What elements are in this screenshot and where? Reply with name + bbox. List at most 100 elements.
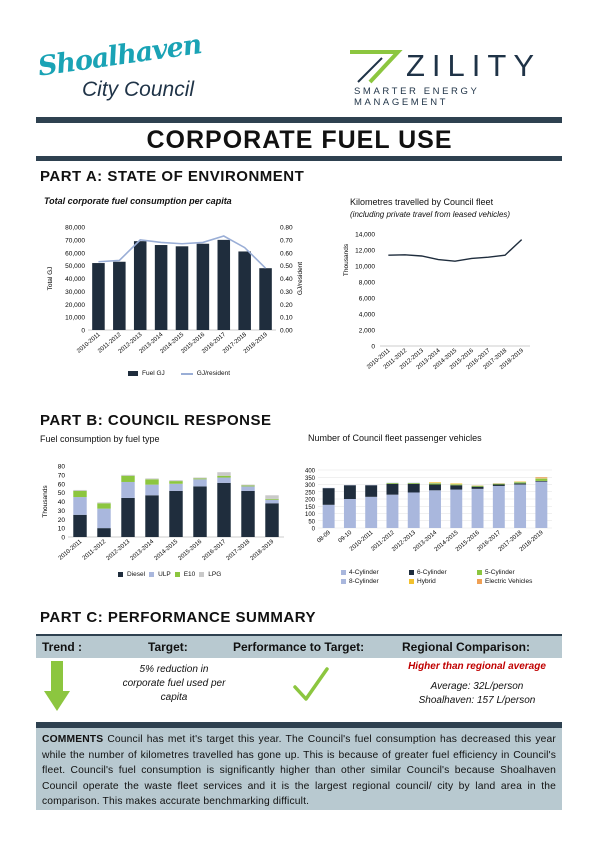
chart3-x-tick-label: 2013-2014: [129, 539, 155, 562]
chart2-y-tick-label: 0: [371, 344, 375, 351]
down-arrow-icon: [44, 661, 70, 711]
4-cylinder-bar-segment: [471, 488, 484, 528]
shoalhaven-brand-text: Shoalhaven: [36, 29, 204, 83]
chart3-y-tick-label: 30: [58, 508, 66, 515]
4-cylinder-bar-segment: [365, 496, 378, 528]
legend-8cyl: 8-Cylinder: [341, 578, 405, 585]
chart1-right-y-tick-label: 0.60: [280, 250, 293, 257]
chart3-x-tick-label: 2014-2015: [153, 539, 179, 562]
ulp-bar-segment: [265, 499, 279, 504]
chart1-right-y-tick-label: 0.20: [280, 302, 293, 309]
e10-bar-segment: [217, 475, 231, 478]
legend-ev-label: Electric Vehicles: [485, 578, 533, 585]
chart4-x-tick-label: 2018-2019: [519, 530, 545, 553]
fuel-gj-bar: [133, 241, 147, 330]
legend-ulp-label: ULP: [158, 571, 171, 578]
chart1-y-tick-label: 20,000: [65, 302, 85, 309]
legend-4cyl-label: 4-Cylinder: [349, 569, 379, 576]
4-cylinder-bar-segment: [535, 481, 548, 528]
chart1-right-y-tick-label: 0.80: [280, 225, 293, 232]
chart3-x-tick-label: 2011-2012: [82, 539, 108, 562]
e10-bar-segment: [121, 475, 135, 482]
chart3-y-tick-label: 40: [58, 499, 66, 506]
chart3-y-tick-label: 60: [58, 481, 66, 488]
target-text: 5% reduction in corporate fuel used per …: [122, 664, 226, 703]
legend-gj-resident-swatch: [180, 372, 193, 375]
legend-hybrid-label: Hybrid: [417, 578, 436, 585]
chart1-y-tick-label: 40,000: [65, 276, 85, 283]
chart2-y-tick-label: 4,000: [359, 312, 376, 319]
chart4-y-tick-label: 400: [305, 469, 316, 475]
chart4-y-tick-label: 150: [305, 505, 316, 511]
legend-5cyl-label: 5-Cylinder: [485, 569, 515, 576]
azility-a-mark-icon: [350, 50, 403, 84]
lpg-bar-segment: [265, 495, 279, 499]
5-cylinder-bar-segment: [492, 483, 505, 485]
chart3-y-tick-label: 10: [58, 526, 66, 533]
fuel-gj-bar: [259, 268, 272, 330]
5-cylinder-bar-segment: [471, 485, 484, 487]
legend-lpg-label: LPG: [208, 571, 222, 578]
e10-bar-segment: [241, 485, 255, 487]
chart4-x-tick-label: 08-09: [316, 530, 332, 545]
comments-panel: COMMENTS Council has met it's target thi…: [36, 722, 562, 810]
chart4-y-tick-label: 50: [308, 519, 315, 525]
5-cylinder-bar-segment: [514, 482, 527, 484]
col-trend-header: Trend :: [42, 640, 83, 654]
legend-ev-swatch: [477, 579, 482, 584]
legend-ulp-swatch: [149, 572, 155, 577]
ulp-bar-segment: [193, 479, 207, 487]
legend-fuel-gj-swatch: [128, 371, 138, 376]
chart1-y-tick-label: 80,000: [65, 225, 85, 232]
legend-lpg-swatch: [199, 572, 205, 577]
fuel-gj-bar: [217, 239, 231, 330]
6-cylinder-bar-segment: [407, 483, 420, 493]
lpg-bar-segment: [73, 489, 87, 491]
col-regional-header: Regional Comparison:: [402, 640, 531, 654]
4-cylinder-bar-segment: [407, 492, 420, 528]
ulp-bar-segment: [145, 484, 159, 496]
chart4-y-tick-label: 200: [305, 498, 316, 504]
diesel-bar-segment: [241, 490, 255, 537]
6-cylinder-bar-segment: [535, 480, 548, 482]
lpg-bar-segment: [97, 502, 111, 504]
chart1-x-tick-label: 2018-2019: [243, 332, 269, 355]
4-cylinder-bar-segment: [386, 494, 399, 528]
chart4-title: Number of Council fleet passenger vehicl…: [308, 433, 482, 443]
e10-bar-segment: [97, 503, 111, 509]
chart3-y-tick-label: 0: [61, 535, 65, 542]
legend-8cyl-label: 8-Cylinder: [349, 578, 379, 585]
chart3-title: Fuel consumption by fuel type: [40, 434, 160, 444]
km-travelled-line: [388, 239, 523, 262]
chart3-x-tick-label: 2015-2016: [177, 539, 203, 562]
4-cylinder-bar-segment: [343, 499, 356, 528]
legend-gj-resident-label: GJ/resident: [196, 370, 231, 377]
fuel-gj-bar: [175, 246, 189, 330]
chart1-y-axis-label: Total GJ: [47, 267, 54, 291]
chart1-y-tick-label: 30,000: [65, 289, 85, 296]
chart1-right-y-tick-label: 0.70: [280, 237, 293, 244]
diesel-bar-segment: [217, 482, 231, 537]
fuel-gj-bar: [154, 245, 168, 330]
electric-vehicles-bar-segment: [535, 477, 548, 478]
legend-e10-swatch: [174, 572, 180, 577]
chart3-y-tick-label: 20: [58, 517, 66, 524]
chart1-y-tick-label: 0: [81, 328, 85, 335]
diesel-bar-segment: [145, 495, 159, 537]
chart2-y-tick-label: 12,000: [355, 248, 375, 255]
shoalhaven-logo: Shoalhaven City Council: [36, 29, 226, 112]
legend-hybrid-swatch: [409, 579, 414, 584]
5-cylinder-bar-segment: [429, 483, 441, 485]
average-line: Average: 32L/person: [430, 681, 524, 692]
gj-resident-line: [98, 235, 267, 269]
lpg-bar-segment: [145, 478, 159, 480]
fuel-gj-bar: [113, 261, 126, 330]
6-cylinder-bar-segment: [386, 483, 399, 495]
chart2-y-axis-label: Thousands: [343, 243, 350, 276]
5-cylinder-bar-segment: [535, 478, 548, 481]
6-cylinder-bar-segment: [365, 485, 378, 497]
chart1-right-y-tick-label: 0.30: [280, 289, 293, 296]
performance-table-header: Trend : Target: Performance to Target: R…: [36, 634, 562, 658]
legend-5cyl-swatch: [477, 570, 482, 575]
